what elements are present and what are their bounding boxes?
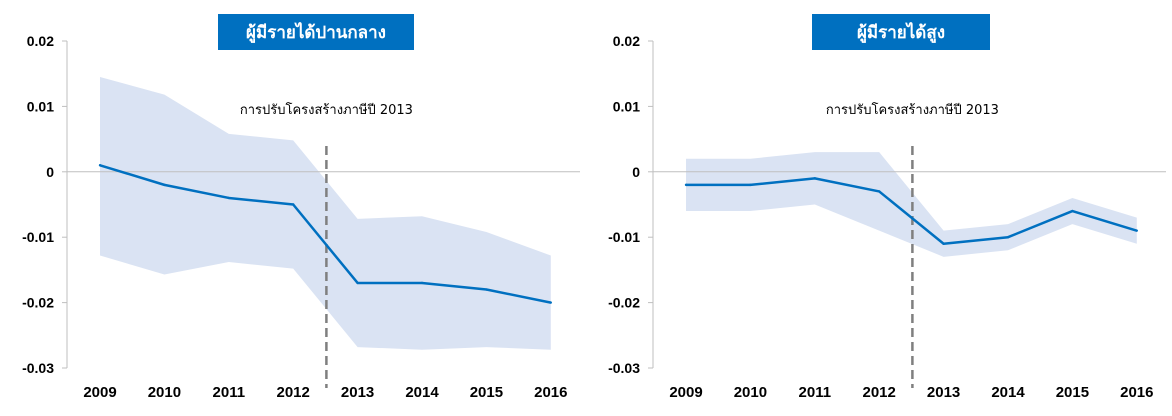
data-point — [485, 288, 488, 291]
data-point — [813, 177, 816, 180]
x-tick-label: 2009 — [83, 384, 116, 401]
confidence-band — [100, 76, 551, 350]
chart-panel-middle-income: ผู้มีรายได้ปานกลาง 0.02 0.01 0 -0.01 -0.02 -0… — [22, 14, 580, 401]
y-tick-label: 0.01 — [613, 98, 640, 114]
data-point — [878, 190, 881, 193]
data-point — [549, 301, 552, 304]
data-point — [98, 164, 102, 167]
y-tick-label: -0.01 — [22, 229, 54, 245]
data-point — [684, 183, 688, 187]
y-tick-label: 0.02 — [27, 33, 54, 49]
series-line — [99, 164, 552, 304]
x-tick-label: 2016 — [534, 384, 567, 401]
y-tick-label: 0 — [46, 164, 54, 180]
data-point — [749, 183, 752, 187]
x-tick-label: 2014 — [991, 384, 1025, 401]
x-tick-label: 2016 — [1120, 384, 1153, 401]
x-tick-label: 2013 — [341, 384, 374, 401]
y-tick-label: -0.02 — [608, 295, 640, 311]
data-point — [356, 281, 359, 285]
data-point — [292, 203, 295, 206]
x-tick-label: 2015 — [1056, 384, 1089, 401]
y-tick-label: 0 — [632, 164, 640, 180]
y-tick-label: 0.01 — [27, 98, 54, 114]
data-point — [1135, 229, 1138, 232]
x-tick-label: 2009 — [669, 384, 702, 401]
x-tick-label: 2010 — [734, 384, 767, 401]
policy-annotation-label: การปรับโครงสร้างภาษีปี 2013 — [826, 102, 999, 118]
chart-title: ผู้มีรายได้ปานกลาง — [218, 14, 414, 50]
x-tick-label: 2015 — [470, 384, 503, 401]
data-point — [420, 281, 424, 285]
data-point — [942, 242, 945, 245]
x-tick-label: 2013 — [927, 384, 960, 401]
chart-panel-high-income: ผู้มีรายได้สูง 0.02 0.01 0 -0.01 -0.02 -0.03 2… — [586, 0, 1172, 416]
series-line — [686, 177, 1138, 245]
y-tick-label: -0.02 — [22, 295, 54, 311]
x-tick-label: 2011 — [799, 384, 832, 401]
chart-svg: 0.02 0.01 0 -0.01 -0.02 -0.03 2009 2010 2011 2012… — [608, 33, 1166, 401]
data-point — [1071, 209, 1074, 213]
x-tick-label: 2014 — [405, 384, 439, 401]
y-tick-label: -0.03 — [608, 360, 640, 376]
y-tick-label: -0.03 — [22, 360, 54, 376]
x-tick-label: 2012 — [863, 384, 896, 401]
x-tick-label: 2012 — [277, 384, 310, 401]
y-tick-label: -0.01 — [608, 229, 640, 245]
y-tick-label: 0.02 — [613, 33, 640, 49]
chart-svg: 0.02 0.01 0 -0.01 -0.02 -0.03 2009 2010 2011 2012… — [22, 33, 580, 401]
data-point — [163, 183, 166, 187]
x-tick-label: 2011 — [213, 384, 246, 401]
data-point — [1006, 236, 1010, 239]
data-point — [227, 196, 230, 200]
x-tick-label: 2010 — [148, 384, 181, 401]
policy-annotation-label: การปรับโครงสร้างภาษีปี 2013 — [240, 102, 413, 118]
chart-title: ผู้มีรายได้สูง — [812, 14, 990, 50]
